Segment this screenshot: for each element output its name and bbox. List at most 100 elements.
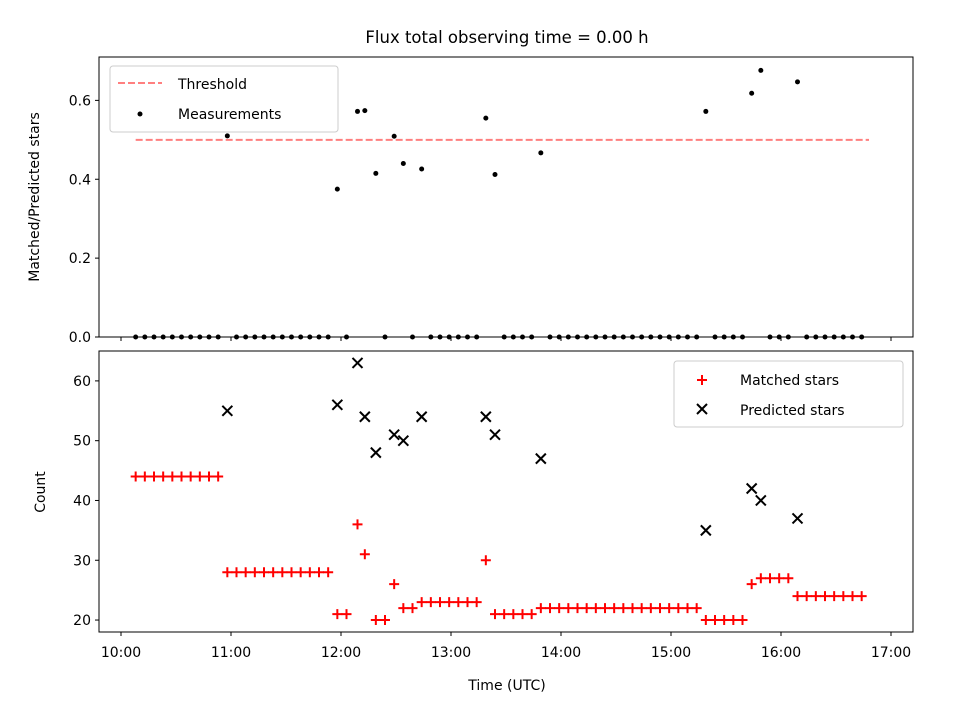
matched-star-point (268, 567, 279, 578)
legend-predicted-label: Predicted stars (740, 403, 845, 419)
top-y-tick-label: 0.6 (69, 93, 91, 109)
top-x-ticks (120, 337, 892, 341)
matched-star-point (691, 603, 702, 614)
matched-star-point (545, 603, 555, 614)
predicted-star-point (397, 434, 410, 447)
matched-star-point (801, 591, 812, 602)
matched-star-point (535, 603, 546, 614)
matched-star-point (359, 549, 370, 560)
predicted-star-point (745, 482, 758, 495)
matched-star-point (352, 519, 363, 530)
bottom-x-tick-label: 17:00 (871, 645, 911, 661)
measurement-point (355, 108, 360, 114)
matched-star-point (341, 609, 352, 620)
matched-star-point (581, 603, 592, 614)
matched-star-point (130, 471, 141, 482)
bottom-y-tick-label: 60 (73, 374, 91, 390)
matched-star-point (508, 609, 519, 620)
predicted-star-point (700, 524, 712, 537)
top-panel: 0.0 0.2 0.4 0.6 Matched/Predicted stars Thr… (27, 56, 914, 346)
top-y-ticks: 0.0 0.2 0.4 0.6 (69, 93, 99, 346)
bottom-y-tick-label: 40 (73, 493, 91, 509)
matched-star-point (526, 609, 537, 620)
bottom-x-ticks: 10:00 11:00 12:00 13:00 14:00 15:00 16:00 17:00 (101, 632, 911, 661)
bottom-y-ticks: 20 30 40 50 60 (73, 374, 99, 629)
measurement-point (373, 170, 379, 176)
measurement-point (362, 108, 368, 114)
matched-star-point (719, 615, 730, 626)
predicted-star-point (415, 411, 428, 423)
bottom-x-tick-label: 11:00 (211, 645, 251, 661)
legend-matched-swatch (697, 375, 707, 385)
top-ylabel: Matched/Predicted stars (27, 112, 43, 282)
bottom-legend: Matched stars Predicted stars (673, 360, 904, 428)
predicted-star-point (480, 411, 492, 423)
matched-star-point (323, 567, 334, 578)
matched-star-point (231, 567, 242, 578)
matched-star-point (710, 615, 720, 626)
matched-star-point (829, 591, 840, 602)
measurement-point (758, 67, 764, 73)
matched-star-point (213, 471, 224, 482)
matched-star-point (609, 603, 620, 614)
matched-star-point (627, 603, 638, 614)
measurement-point (492, 172, 498, 178)
matched-star-point (820, 591, 830, 602)
bottom-x-tick-label: 13:00 (431, 645, 471, 661)
matched-star-point (277, 567, 288, 578)
predicted-star-point (388, 428, 400, 441)
matched-star-point (774, 573, 785, 584)
matched-star-point (167, 471, 178, 482)
matched-star-point (295, 567, 306, 578)
matched-star-point (471, 597, 482, 608)
matched-star-point (618, 603, 629, 614)
measurement-point (483, 115, 489, 121)
measurement-point (538, 150, 544, 156)
predicted-star-point (359, 411, 371, 423)
predicted-star-point (331, 399, 344, 411)
matched-star-point (783, 573, 794, 584)
top-y-tick-label: 0.4 (69, 172, 91, 188)
matched-star-point (314, 567, 324, 578)
bottom-x-tick-label: 12:00 (321, 645, 361, 661)
matched-star-point (563, 603, 574, 614)
matched-star-point (332, 609, 343, 620)
matched-star-point (490, 609, 500, 620)
bottom-x-tick-label: 14:00 (541, 645, 581, 661)
matched-star-point (139, 471, 150, 482)
matched-star-point (249, 567, 260, 578)
measurement-point (391, 133, 397, 139)
bottom-xlabel: Time (UTC) (467, 678, 545, 694)
matched-star-point (204, 471, 214, 482)
matched-star-point (755, 573, 766, 584)
matched-star-point (737, 615, 748, 626)
predicted-star-point (755, 494, 767, 507)
measurement-point (795, 79, 800, 85)
matched-star-point (847, 591, 858, 602)
matched-star-point (304, 567, 315, 578)
bottom-x-tick-label: 15:00 (651, 645, 691, 661)
matched-star-point (682, 603, 693, 614)
legend-predicted-swatch (696, 403, 708, 415)
predicted-star-point (221, 405, 234, 417)
matched-star-point (380, 615, 390, 626)
matched-star-point (728, 615, 739, 626)
predicted-star-point (370, 446, 382, 459)
matched-star-point (370, 615, 381, 626)
matched-star-point (572, 603, 583, 614)
matched-star-point (655, 603, 665, 614)
top-legend-box (109, 65, 339, 133)
bottom-y-tick-label: 30 (73, 553, 91, 569)
matched-star-point (746, 579, 757, 590)
measurement-point (400, 160, 406, 166)
matched-star-point (856, 591, 867, 602)
matched-star-point (158, 471, 169, 482)
predicted-star-point (489, 428, 501, 441)
matched-star-point (149, 471, 159, 482)
matched-star-point (480, 555, 491, 566)
matched-star-point (407, 603, 418, 614)
predicted-star-point (535, 452, 547, 465)
legend-threshold-label: Threshold (177, 77, 247, 93)
matched-star-point (673, 603, 684, 614)
matched-star-point (700, 615, 711, 626)
